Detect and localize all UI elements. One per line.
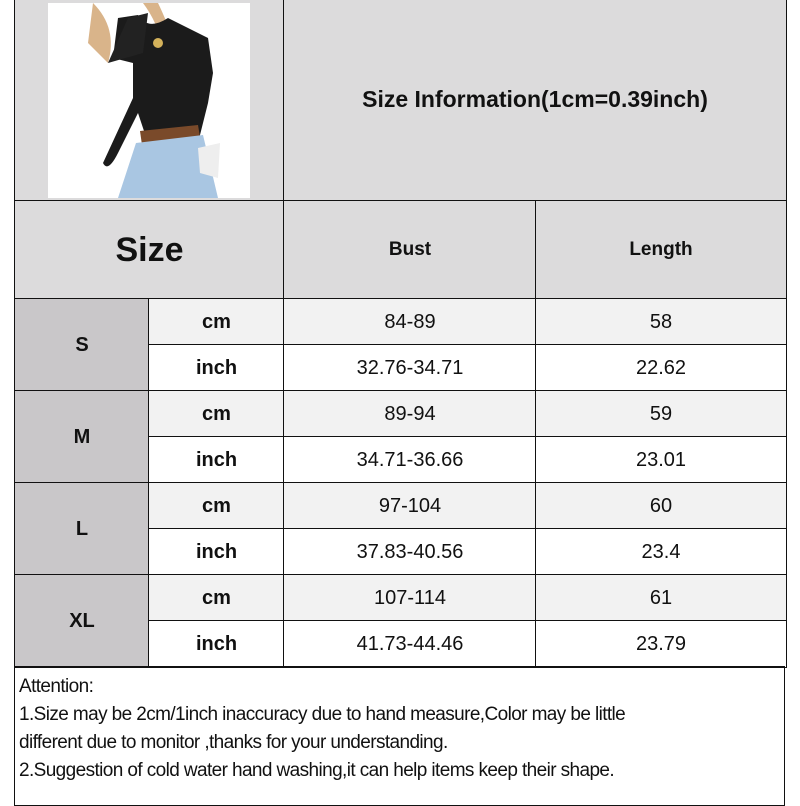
- bust-cm-value: 89-94: [283, 390, 537, 438]
- unit-cm: cm: [148, 574, 285, 622]
- length-inch-value: 22.62: [535, 344, 787, 392]
- length-cm-value: 58: [535, 298, 787, 346]
- size-label: L: [14, 482, 150, 576]
- length-inch-value: 23.4: [535, 528, 787, 576]
- bust-cm-value: 84-89: [283, 298, 537, 346]
- size-info-title: Size Information(1cm=0.39inch): [283, 0, 787, 201]
- bust-cm-value: 97-104: [283, 482, 537, 530]
- unit-inch: inch: [148, 528, 285, 576]
- length-inch-value: 23.79: [535, 620, 787, 668]
- product-photo: [48, 3, 250, 198]
- attention-line: different due to monitor ,thanks for you…: [19, 732, 448, 753]
- length-cm-value: 60: [535, 482, 787, 530]
- bust-inch-value: 34.71-36.66: [283, 436, 537, 484]
- size-label: XL: [14, 574, 150, 668]
- attention-line: 1.Size may be 2cm/1inch inaccuracy due t…: [19, 704, 626, 725]
- length-cm-value: 61: [535, 574, 787, 622]
- unit-cm: cm: [148, 298, 285, 346]
- unit-inch: inch: [148, 620, 285, 668]
- bust-header: Bust: [283, 200, 537, 300]
- size-label: M: [14, 390, 150, 484]
- length-header: Length: [535, 200, 787, 300]
- bust-cm-value: 107-114: [283, 574, 537, 622]
- bust-inch-value: 32.76-34.71: [283, 344, 537, 392]
- length-cm-value: 59: [535, 390, 787, 438]
- unit-inch: inch: [148, 436, 285, 484]
- unit-cm: cm: [148, 390, 285, 438]
- unit-inch: inch: [148, 344, 285, 392]
- size-label: S: [14, 298, 150, 392]
- length-inch-value: 23.01: [535, 436, 787, 484]
- bust-inch-value: 37.83-40.56: [283, 528, 537, 576]
- size-header: Size: [14, 200, 285, 300]
- unit-cm: cm: [148, 482, 285, 530]
- attention-note: Attention: 1.Size may be 2cm/1inch inacc…: [14, 666, 785, 806]
- attention-heading: Attention:: [19, 676, 94, 697]
- attention-line: 2.Suggestion of cold water hand washing,…: [19, 760, 615, 781]
- bust-inch-value: 41.73-44.46: [283, 620, 537, 668]
